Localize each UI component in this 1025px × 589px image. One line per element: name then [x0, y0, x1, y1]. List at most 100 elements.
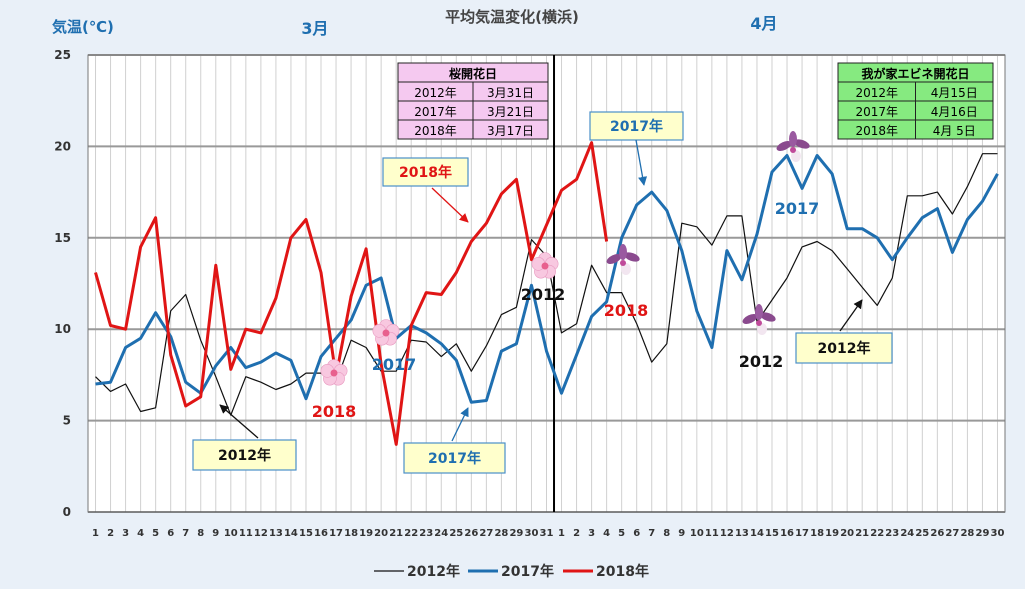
table-cell: 4月15日: [931, 86, 978, 100]
x-tick-labels: 1 2 3 4 5 6 7 8 9 10 11 12 13 14 15 16 17 18 19 20 21 22 23 24 2…: [92, 528, 1004, 539]
table-cell: 2012年: [414, 86, 457, 100]
x-tick-label: 28: [494, 528, 508, 539]
x-tick-label: 20: [374, 528, 388, 539]
sakura-flower-icon: 2017: [372, 319, 417, 374]
legend-entry: 2018年: [563, 563, 649, 580]
x-tick-label: 29: [975, 528, 989, 539]
x-tick-label: 15: [765, 528, 779, 539]
x-tick-label: 4: [603, 528, 610, 539]
y-tick-label: 15: [54, 231, 71, 245]
callout-arrow: [451, 407, 469, 442]
x-tick-label: 22: [870, 528, 884, 539]
table-sakura: 桜開花日 2012年 3月31日 2017年 3月21日 2018年 3月17日: [397, 62, 549, 140]
x-tick-label: 8: [663, 528, 670, 539]
x-tick-label: 9: [212, 528, 219, 539]
x-tick-label: 25: [915, 528, 929, 539]
x-tick-label: 13: [735, 528, 749, 539]
flower-year-label: 2017: [372, 355, 417, 374]
legend-entry: 2017年: [468, 563, 554, 580]
flowering-tables: 桜開花日 2012年 3月31日 2017年 3月21日 2018年 3月17日 我が家エビネ…: [397, 62, 994, 140]
flower-year-label: 2012: [739, 352, 784, 371]
x-tick-label: 11: [239, 528, 253, 539]
callout-box: [403, 442, 506, 474]
sakura-flower-icon: 2012: [521, 252, 566, 304]
x-tick-label: 1: [558, 528, 565, 539]
x-tick-label: 13: [269, 528, 283, 539]
x-tick-label: 14: [750, 528, 764, 539]
table-cell: 2017年: [414, 105, 457, 119]
x-tick-label: 17: [329, 528, 343, 539]
table-cell: 4月16日: [931, 105, 978, 119]
x-tick-label: 26: [464, 528, 478, 539]
callout-text: 2017年: [428, 450, 481, 467]
callout-text: 2017年: [610, 118, 663, 135]
table-cell: 2018年: [855, 124, 898, 138]
callout-text: 2018年: [399, 164, 452, 181]
x-tick-label: 10: [224, 528, 238, 539]
callout-arrow: [839, 299, 863, 332]
table-cell: 3月17日: [487, 124, 534, 138]
callout-box: [795, 332, 893, 364]
x-tick-label: 26: [930, 528, 944, 539]
month-label-april: 4月: [750, 14, 777, 33]
x-tick-label: 24: [434, 528, 448, 539]
x-tick-label: 12: [254, 528, 268, 539]
x-tick-label: 4: [137, 528, 144, 539]
flower-year-label: 2017: [775, 199, 820, 218]
x-tick-label: 18: [810, 528, 824, 539]
sakura-flower-icon: 2018: [312, 359, 356, 421]
x-tick-label: 24: [900, 528, 914, 539]
x-tick-label: 3: [588, 528, 595, 539]
x-tick-label: 28: [960, 528, 974, 539]
legend-label: 2018年: [596, 563, 649, 580]
callout: 2012年: [795, 299, 893, 364]
callout: 2017年: [589, 111, 684, 186]
x-tick-label: 23: [885, 528, 899, 539]
table-ebine-title: 我が家エビネ開花日: [861, 66, 969, 81]
x-tick-label: 30: [525, 528, 539, 539]
x-tick-label: 30: [991, 528, 1005, 539]
x-tick-label: 11: [705, 528, 719, 539]
x-tick-label: 21: [855, 528, 869, 539]
ebine-flower-icon: 2012: [739, 304, 784, 371]
month-label-march: 3月: [301, 19, 328, 38]
y-tick-label: 25: [54, 48, 71, 62]
y-tick-label: 0: [63, 505, 71, 519]
ebine-flower-icon: 2017: [775, 131, 820, 218]
series-line-2018年: [94, 141, 609, 446]
x-tick-label: 25: [449, 528, 463, 539]
x-tick-label: 3: [122, 528, 129, 539]
callout: 2017年: [403, 407, 506, 474]
x-tick-label: 20: [840, 528, 854, 539]
table-cell: 4月 5日: [933, 124, 976, 138]
x-tick-label: 27: [479, 528, 493, 539]
annotations: 2018年 2017年 2012年 2017年 2012年 2018 2017 2012 201…: [192, 111, 893, 474]
ebine-flower-icon: 2018: [604, 244, 649, 320]
x-tick-label: 9: [678, 528, 685, 539]
plot-border: [87, 54, 1006, 513]
table-cell: 2017年: [855, 105, 898, 119]
x-tick-label: 12: [720, 528, 734, 539]
table-cell: 2012年: [855, 86, 898, 100]
x-tick-label: 17: [795, 528, 809, 539]
x-tick-label: 2: [573, 528, 580, 539]
x-tick-label: 14: [284, 528, 298, 539]
legend: 2012年 2017年 2018年: [374, 563, 649, 580]
x-tick-label: 19: [825, 528, 839, 539]
callout-arrow: [635, 139, 648, 186]
flower-year-label: 2018: [604, 301, 649, 320]
callout: 2012年: [192, 404, 297, 471]
x-tick-label: 18: [344, 528, 358, 539]
table-cell: 2018年: [414, 124, 457, 138]
callout-arrow: [219, 404, 259, 439]
table-cell: 3月31日: [487, 86, 534, 100]
x-tick-label: 31: [540, 528, 554, 539]
callout-box: [192, 439, 297, 471]
x-tick-label: 10: [690, 528, 704, 539]
x-tick-label: 21: [389, 528, 403, 539]
x-tick-label: 16: [780, 528, 794, 539]
x-tick-label: 6: [633, 528, 640, 539]
x-tick-label: 8: [197, 528, 204, 539]
flower-year-label: 2012: [521, 285, 566, 304]
